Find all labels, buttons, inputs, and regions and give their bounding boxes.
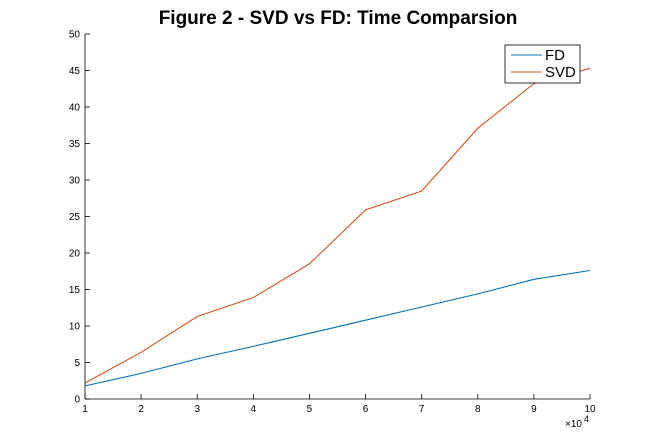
x-tick-label: 4 bbox=[251, 404, 257, 415]
x-tick-label: 7 bbox=[419, 404, 425, 415]
series-line-svd bbox=[84, 67, 591, 384]
y-tick-label: 40 bbox=[69, 103, 81, 114]
plot-area bbox=[85, 34, 590, 399]
y-tick-label: 25 bbox=[69, 212, 81, 223]
plot-background bbox=[85, 34, 590, 399]
y-tick-label: 30 bbox=[69, 176, 81, 187]
series-layer bbox=[84, 67, 591, 387]
x-tick-label: 9 bbox=[531, 404, 537, 415]
y-tick-label: 10 bbox=[69, 322, 81, 333]
y-tick-label: 15 bbox=[69, 285, 81, 296]
y-tick-label: 20 bbox=[69, 249, 81, 260]
y-tick-label: 5 bbox=[74, 358, 80, 369]
x-tick-label: 8 bbox=[475, 404, 481, 415]
x-multiplier-exponent: 4 bbox=[584, 414, 589, 424]
x-tick-label: 3 bbox=[194, 404, 200, 415]
x-tick-label: 5 bbox=[307, 404, 313, 415]
y-tick-label: 35 bbox=[69, 139, 81, 150]
legend-label-fd: FD bbox=[545, 47, 565, 64]
y-tick-label: 50 bbox=[69, 30, 81, 41]
x-multiplier-label: ×10 bbox=[565, 419, 582, 430]
x-tick-label: 6 bbox=[363, 404, 369, 415]
y-tick-label: 45 bbox=[69, 66, 81, 77]
x-tick-label: 2 bbox=[138, 404, 144, 415]
series-line-fd bbox=[84, 269, 591, 387]
legend-box bbox=[504, 44, 581, 84]
legend-label-svd: SVD bbox=[545, 64, 576, 81]
y-tick-label: 0 bbox=[74, 395, 80, 406]
x-tick-label: 10 bbox=[584, 404, 596, 415]
x-tick-label: 1 bbox=[82, 404, 88, 415]
chart-title: Figure 2 - SVD vs FD: Time Comparsion bbox=[159, 8, 518, 29]
